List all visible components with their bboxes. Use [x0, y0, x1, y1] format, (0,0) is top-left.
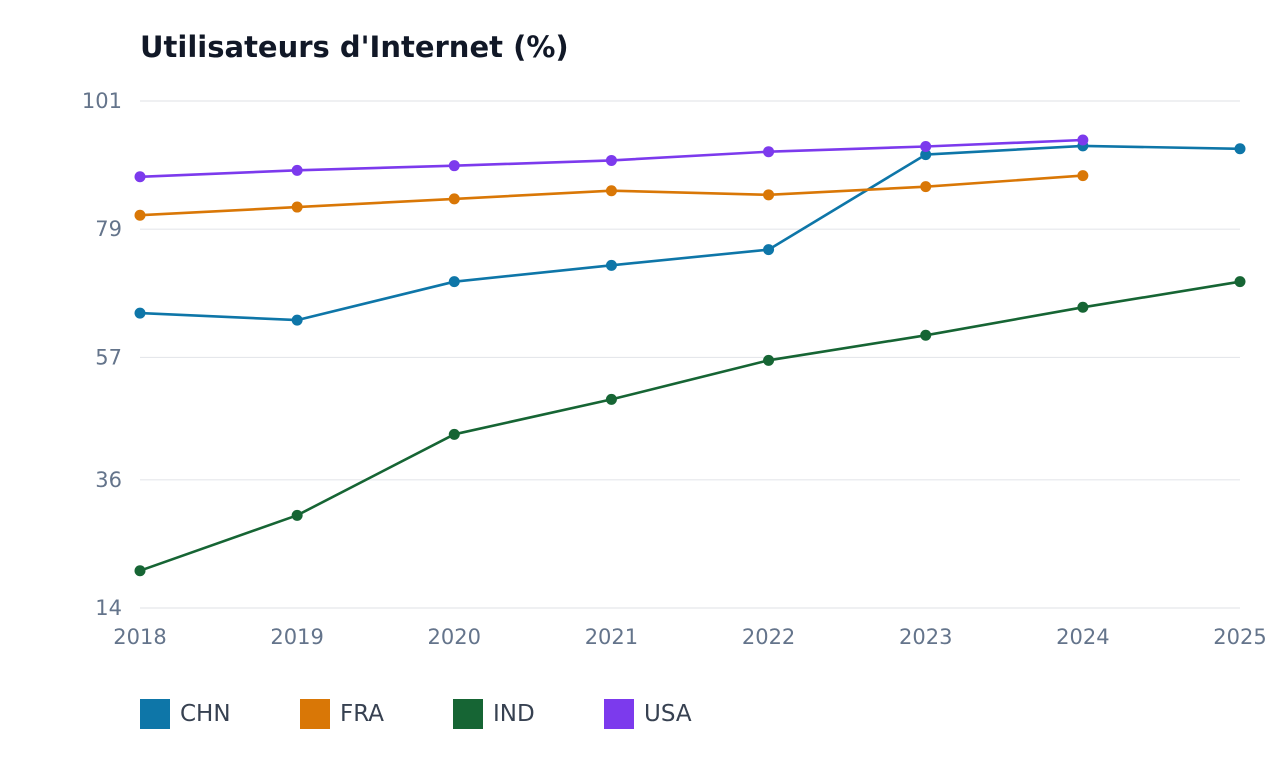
- data-point: [920, 181, 932, 193]
- data-point: [1077, 170, 1089, 182]
- data-point: [134, 307, 146, 319]
- legend-item-usa: USA: [604, 699, 724, 729]
- series-ind: [134, 276, 1246, 577]
- data-point: [1077, 301, 1089, 313]
- series-fra: [134, 170, 1089, 221]
- data-point: [920, 329, 932, 341]
- grid-lines: [140, 100, 1240, 609]
- data-point: [291, 314, 303, 326]
- data-point: [291, 201, 303, 213]
- legend-label: FRA: [340, 701, 385, 727]
- series-chn: [134, 140, 1246, 326]
- y-tick-label: 101: [82, 89, 122, 113]
- x-tick-label: 2023: [899, 625, 952, 649]
- data-point: [448, 276, 460, 288]
- legend-label: CHN: [180, 701, 231, 727]
- x-tick-label: 2021: [585, 625, 638, 649]
- data-point: [448, 428, 460, 440]
- series-usa: [134, 134, 1089, 183]
- x-tick-label: 2020: [428, 625, 481, 649]
- y-tick-label: 14: [95, 596, 122, 620]
- series-line-ind: [139, 280, 1241, 572]
- data-point: [920, 140, 932, 152]
- x-tick-label: 2024: [1056, 625, 1109, 649]
- data-point: [605, 154, 617, 166]
- series-line-chn: [139, 144, 1241, 322]
- data-point: [1077, 134, 1089, 146]
- data-point: [1234, 276, 1246, 288]
- x-tick-label: 2019: [270, 625, 323, 649]
- data-point: [605, 185, 617, 197]
- data-point: [448, 160, 460, 172]
- data-point: [763, 244, 775, 256]
- legend-swatch: [300, 699, 330, 729]
- legend-item-chn: CHN: [140, 699, 300, 729]
- legend-swatch: [140, 699, 170, 729]
- x-tick-label: 2018: [113, 625, 166, 649]
- x-tick-label: 2022: [742, 625, 795, 649]
- y-tick-label: 57: [95, 345, 122, 369]
- series-lines: [134, 134, 1246, 577]
- data-point: [448, 193, 460, 205]
- y-tick-label: 36: [95, 468, 122, 492]
- legend-item-ind: IND: [453, 699, 604, 729]
- data-point: [134, 209, 146, 221]
- y-tick-label: 79: [95, 217, 122, 241]
- data-point: [920, 149, 932, 161]
- legend-swatch: [453, 699, 483, 729]
- x-axis-ticks: 2018 2019 2020 2021 2022 2023 2024 2025: [113, 625, 1266, 649]
- x-tick-label: 2025: [1213, 625, 1266, 649]
- legend-item-fra: FRA: [300, 699, 453, 729]
- legend-label: IND: [493, 701, 535, 727]
- data-point: [763, 354, 775, 366]
- data-point: [134, 565, 146, 577]
- legend-label: USA: [644, 701, 692, 727]
- legend-swatch: [604, 699, 634, 729]
- data-point: [763, 146, 775, 158]
- data-point: [134, 171, 146, 183]
- data-point: [291, 164, 303, 176]
- data-point: [291, 509, 303, 521]
- y-axis-ticks: 14 36 57 79 101: [82, 89, 122, 620]
- legend: CHN FRA IND USA: [140, 699, 724, 729]
- data-point: [605, 393, 617, 405]
- chart-title: Utilisateurs d'Internet (%): [140, 30, 569, 64]
- data-point: [605, 259, 617, 271]
- data-point: [763, 189, 775, 201]
- data-point: [1234, 143, 1246, 155]
